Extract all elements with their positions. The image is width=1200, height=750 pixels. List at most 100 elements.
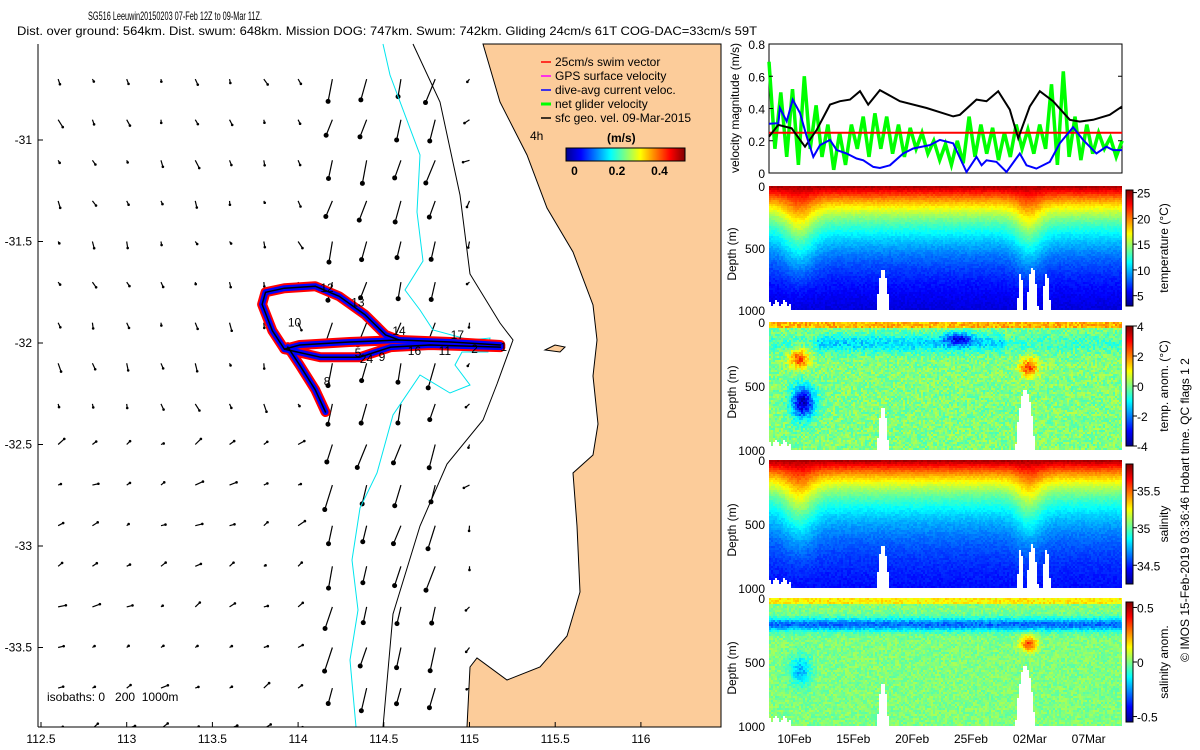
- colorbar-tick-label: -0.5: [1137, 711, 1158, 725]
- depth-tick-label: 500: [745, 518, 765, 532]
- arrow-head: [266, 482, 269, 485]
- arrow-head: [428, 668, 433, 673]
- arrow-head: [426, 546, 431, 551]
- arrow-head: [360, 580, 365, 585]
- arrow-head: [466, 81, 469, 84]
- colorbar-tick-label: 15: [1137, 238, 1151, 252]
- colorbar-label: temperature (°C): [1157, 203, 1171, 293]
- velocity-arrow: [398, 79, 401, 97]
- arrow-head: [326, 99, 331, 104]
- date-axis: 10Feb 15Feb 20Feb 25Feb 02Mar 07Mar: [777, 732, 1105, 746]
- colorbar-label: temp. anom. (°C): [1157, 340, 1171, 432]
- colorbar-tick-label: 25: [1137, 187, 1151, 201]
- arrow-head: [127, 203, 130, 206]
- arrow-head: [196, 243, 199, 246]
- arrow-head: [160, 324, 163, 327]
- arrow-head: [360, 181, 365, 186]
- arrow-head: [392, 503, 397, 508]
- arrow-head: [126, 407, 129, 410]
- track-label: 14: [392, 324, 406, 338]
- arrow-head: [61, 562, 64, 565]
- arrow-head: [466, 365, 469, 368]
- arrow-head: [59, 326, 62, 329]
- x-tick-label: 115: [460, 732, 479, 746]
- arrow-head: [230, 242, 233, 245]
- velocity-arrow: [58, 120, 63, 127]
- arrow-head: [466, 206, 469, 209]
- arrow-head: [202, 480, 205, 483]
- arrow-head: [263, 327, 266, 330]
- date-tick-label: 20Feb: [895, 732, 929, 746]
- depth-tick-label: 500: [745, 242, 765, 256]
- arrow-head: [230, 164, 233, 167]
- arrow-head: [396, 296, 401, 301]
- arrow-head: [324, 459, 329, 464]
- legend-label: sfc geo. vel. 09-Mar-2015: [555, 111, 691, 125]
- y-tick-label: 0: [758, 167, 765, 181]
- arrow-head: [164, 561, 167, 564]
- track-label: 12: [320, 281, 334, 295]
- y-tick-label: -33.5: [5, 641, 33, 655]
- arrow-head: [263, 367, 266, 370]
- arrow-head: [127, 523, 130, 526]
- x-tick-label: 113.5: [198, 732, 227, 746]
- arrow-head: [231, 685, 234, 688]
- arrow-head: [129, 482, 132, 485]
- time-scale-label: 4h: [530, 129, 543, 143]
- isobaths-label: isobaths: 0 200 1000m: [47, 690, 178, 704]
- arrow-head: [298, 405, 301, 408]
- arrow-head: [231, 645, 234, 648]
- velocity-arrow: [361, 688, 366, 711]
- arrow-head: [162, 644, 165, 647]
- velocity-arrow: [360, 648, 366, 666]
- arrow-head: [301, 602, 304, 605]
- arrow-head: [355, 465, 360, 470]
- colorbar-tick-label: 0.5: [1137, 601, 1154, 615]
- arrow-head: [266, 83, 269, 86]
- arrow-head: [62, 522, 65, 525]
- colorbar-temp-anom: [1126, 326, 1133, 446]
- arrow-head: [199, 601, 202, 604]
- arrow-head: [162, 408, 165, 411]
- arrow-head: [129, 684, 132, 687]
- velocity-arrow: [430, 648, 435, 671]
- arrow-head: [60, 483, 63, 486]
- arrow-head: [465, 688, 468, 691]
- arrow-head: [127, 369, 130, 372]
- arrow-head: [229, 364, 232, 367]
- arrow-head: [96, 521, 99, 524]
- arrow-head: [468, 530, 471, 533]
- arrow-head: [392, 175, 397, 180]
- arrow-head: [394, 665, 399, 670]
- velocity-arrow: [361, 404, 366, 423]
- velocity-arrow: [325, 648, 333, 672]
- arrow-head: [95, 286, 98, 289]
- title-line-2: Dist. over ground: 564km. Dist. swum: 64…: [17, 24, 758, 38]
- arrow-head: [357, 134, 362, 139]
- arrow-head: [322, 669, 327, 674]
- arrow-head: [61, 126, 64, 129]
- arrow-head: [322, 507, 327, 512]
- velocity-arrow: [395, 160, 401, 178]
- track-label: 13: [351, 295, 365, 309]
- velocity-arrow: [329, 566, 333, 588]
- velocity-arrow: [360, 729, 366, 750]
- depth-tick-label: 0: [758, 592, 765, 606]
- date-tick-label: 02Mar: [1013, 732, 1047, 746]
- arrow-head: [233, 523, 236, 526]
- heatmap-salinity: [769, 460, 1122, 588]
- arrow-head: [126, 247, 129, 250]
- arrow-head: [263, 201, 266, 204]
- arrow-head: [97, 482, 100, 485]
- arrow-head: [160, 244, 163, 247]
- track-label: 8: [324, 375, 331, 389]
- arrow-head: [300, 83, 303, 86]
- arrow-head: [465, 406, 468, 409]
- arrow-head: [429, 257, 434, 262]
- velocity-arrow: [397, 648, 401, 668]
- arrow-head: [94, 163, 97, 166]
- velocity-arrow: [357, 445, 366, 468]
- colorbar-sal-anom: [1126, 602, 1133, 722]
- arrow-head: [162, 286, 165, 289]
- arrow-head: [231, 124, 234, 127]
